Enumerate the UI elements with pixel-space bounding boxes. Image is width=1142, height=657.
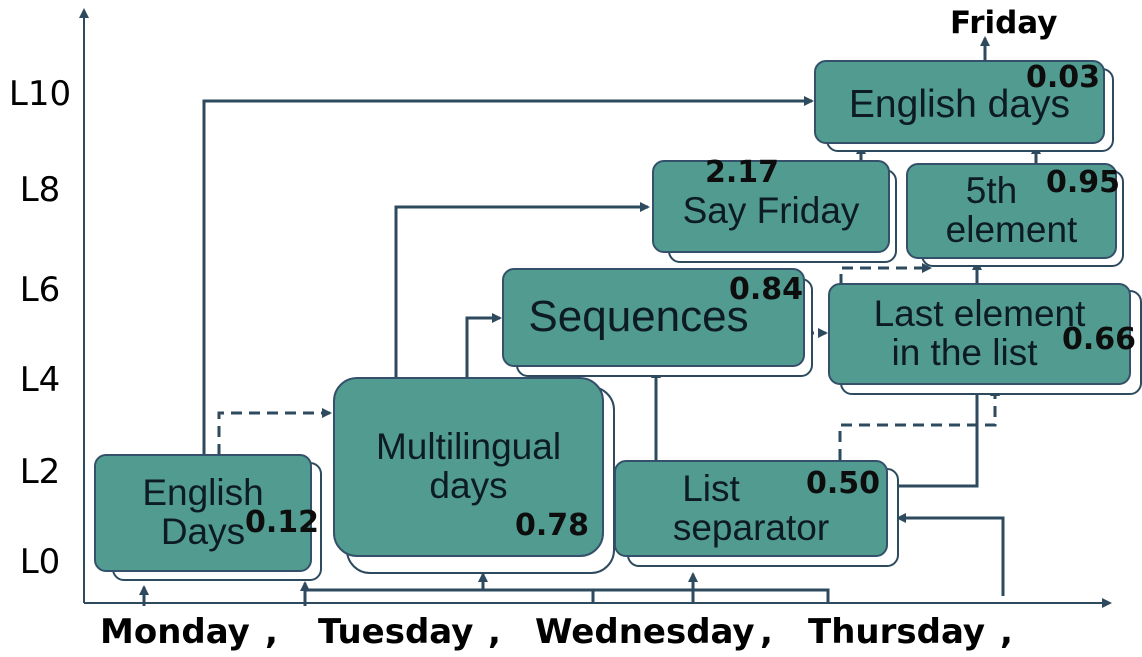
token-wednesday: Wednesday bbox=[535, 612, 755, 652]
node-label: Last element in the list bbox=[873, 293, 1086, 373]
score-say-friday: 2.17 bbox=[705, 155, 780, 190]
edge-multilingual-to-sequences bbox=[465, 313, 502, 378]
edge-token-bus bbox=[305, 588, 830, 603]
node-label-line: List bbox=[682, 467, 740, 509]
score-multilingual-days: 0.78 bbox=[515, 508, 590, 543]
edge-english-days-to-multilingual-dashed bbox=[217, 408, 332, 455]
node-english-days-l10: English days bbox=[814, 60, 1105, 144]
node-label: Say Friday bbox=[682, 190, 860, 232]
edge-sequences-to-fifth-element-dashed bbox=[839, 263, 932, 285]
node-label-line: element bbox=[945, 209, 1078, 250]
node-label: English Days bbox=[142, 472, 264, 552]
node-label-line: 5th bbox=[965, 170, 1018, 212]
edge-english-days-to-english-days-l10 bbox=[202, 96, 814, 455]
token-monday: Monday bbox=[100, 612, 250, 652]
node-fifth-element: 5th element bbox=[906, 163, 1117, 259]
node-english-days-l0: English Days bbox=[94, 454, 312, 572]
node-label: Sequences bbox=[528, 292, 749, 342]
node-say-friday: Say Friday bbox=[652, 160, 890, 253]
token-comma-3: , bbox=[760, 612, 773, 652]
score-sequences: 0.84 bbox=[729, 272, 804, 307]
score-list-separator: 0.50 bbox=[806, 466, 881, 501]
level-label-l0: L0 bbox=[19, 542, 61, 582]
level-label-l8: L8 bbox=[19, 170, 61, 210]
score-english-days-l10: 0.03 bbox=[1026, 60, 1101, 95]
token-comma-4: , bbox=[1000, 612, 1013, 652]
node-label-line: English bbox=[142, 472, 264, 514]
token-tuesday: Tuesday bbox=[318, 612, 474, 652]
edge-list-separator-to-last-element-dashed bbox=[838, 386, 1000, 460]
node-label-line: separator bbox=[672, 506, 830, 548]
level-label-l4: L4 bbox=[19, 360, 61, 400]
node-list-separator: List separator bbox=[614, 460, 888, 557]
output-token-friday: Friday bbox=[950, 5, 1058, 41]
node-label: English days bbox=[848, 82, 1071, 126]
level-label-l6: L6 bbox=[19, 270, 61, 310]
token-comma-2: , bbox=[488, 612, 501, 652]
node-label: List separator bbox=[672, 467, 830, 548]
edge-thursday-comma-to-list-separator bbox=[896, 513, 1005, 596]
level-label-l2: L2 bbox=[19, 452, 61, 492]
edge-multilingual-to-say-friday bbox=[394, 202, 650, 378]
level-label-l10: L10 bbox=[8, 74, 72, 114]
node-sequences: Sequences bbox=[502, 268, 805, 367]
token-comma-1: , bbox=[265, 612, 278, 652]
score-english-days-l0: 0.12 bbox=[245, 505, 320, 540]
node-label-line: days bbox=[429, 465, 508, 506]
node-last-element: Last element in the list bbox=[828, 283, 1131, 385]
score-last-element: 0.66 bbox=[1062, 322, 1137, 357]
node-multilingual-days: Multilingual days bbox=[333, 377, 604, 557]
node-label-line: in the list bbox=[891, 332, 1038, 373]
node-label: 5th element bbox=[945, 170, 1078, 250]
token-thursday: Thursday bbox=[808, 612, 986, 652]
node-label-line: Multilingual bbox=[375, 426, 562, 468]
score-fifth-element: 0.95 bbox=[1046, 165, 1121, 200]
edge-list-separator-to-last-element bbox=[886, 385, 979, 488]
node-label-line: Days bbox=[160, 511, 246, 552]
node-label-line: Last element bbox=[873, 293, 1086, 335]
node-label: Multilingual days bbox=[375, 426, 562, 506]
